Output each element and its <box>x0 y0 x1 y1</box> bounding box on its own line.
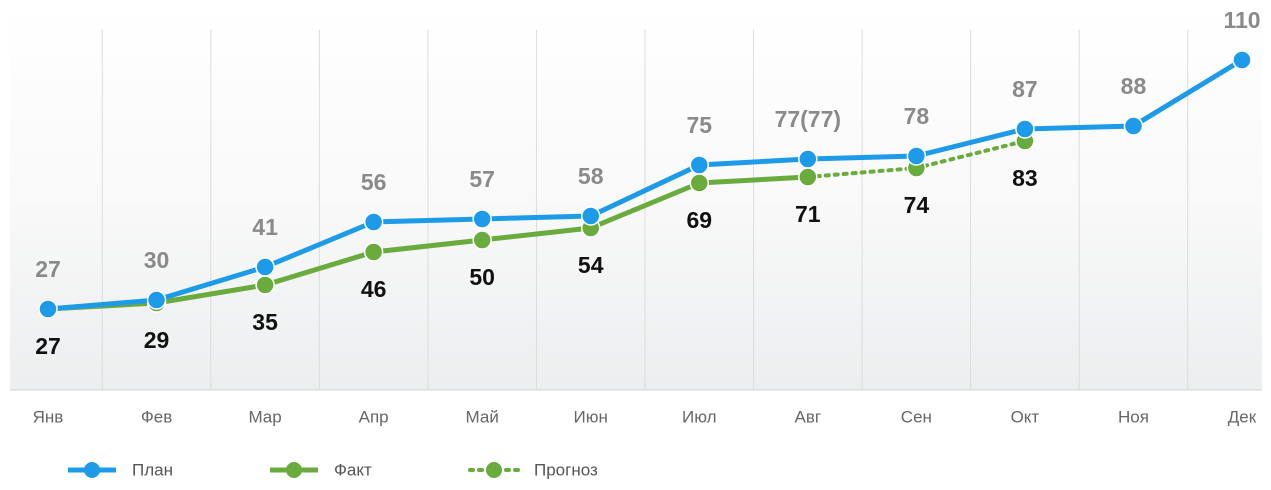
x-tick-label: Окт <box>1011 407 1040 426</box>
data-point <box>906 146 927 166</box>
data-point <box>363 212 384 232</box>
data-label: 56 <box>361 169 387 195</box>
x-tick-label: Мар <box>248 407 281 426</box>
data-label: 57 <box>469 166 495 192</box>
data-point <box>255 275 275 295</box>
legend-label: План <box>132 460 173 479</box>
legend-swatch <box>84 462 100 478</box>
x-tick-label: Ноя <box>1118 407 1149 426</box>
data-label: 77(77) <box>775 106 841 132</box>
data-point <box>472 209 492 229</box>
x-tick-label: Янв <box>33 407 64 426</box>
data-point <box>472 230 492 250</box>
data-label: 110 <box>1223 7 1260 33</box>
data-label: 54 <box>578 252 604 278</box>
data-label: 71 <box>795 201 821 227</box>
data-point <box>1232 50 1252 70</box>
data-label: 27 <box>35 333 61 359</box>
data-point <box>798 149 818 169</box>
data-label: 41 <box>252 214 278 240</box>
x-tick-label: Июн <box>574 407 608 426</box>
data-label: 46 <box>361 276 387 302</box>
data-point <box>580 206 601 226</box>
legend-swatch <box>486 462 502 478</box>
data-point <box>255 257 275 277</box>
data-label: 87 <box>1012 76 1038 102</box>
legend-label: Факт <box>334 460 372 479</box>
x-tick-label: Апр <box>359 407 389 426</box>
x-tick-label: Фев <box>141 407 172 426</box>
data-label: 35 <box>252 309 278 335</box>
series-line <box>47 174 808 312</box>
data-point <box>689 155 710 175</box>
data-label: 30 <box>144 247 170 273</box>
x-tick-label: Дек <box>1228 407 1257 426</box>
data-point <box>146 290 167 310</box>
data-label: 69 <box>686 207 712 233</box>
legend-swatch <box>286 462 302 478</box>
x-tick-label: Авг <box>795 407 822 426</box>
data-label: 75 <box>686 112 712 138</box>
data-label: 29 <box>144 327 170 353</box>
data-point <box>38 299 58 319</box>
x-tick-label: Сен <box>901 407 932 426</box>
data-point <box>1123 116 1144 136</box>
data-label: 50 <box>469 264 495 290</box>
data-label: 27 <box>35 256 61 282</box>
x-tick-label: Июл <box>682 407 717 426</box>
data-point <box>363 242 384 262</box>
series-line <box>47 57 1244 312</box>
data-label: 88 <box>1121 73 1147 99</box>
data-label: 58 <box>578 163 604 189</box>
data-label: 74 <box>904 192 930 218</box>
data-point <box>1015 119 1035 139</box>
data-label: 78 <box>904 103 930 129</box>
data-point <box>689 173 710 193</box>
data-point <box>798 167 818 187</box>
data-label: 83 <box>1012 165 1038 191</box>
legend-label: Прогноз <box>534 460 598 479</box>
x-tick-label: Май <box>466 407 499 426</box>
